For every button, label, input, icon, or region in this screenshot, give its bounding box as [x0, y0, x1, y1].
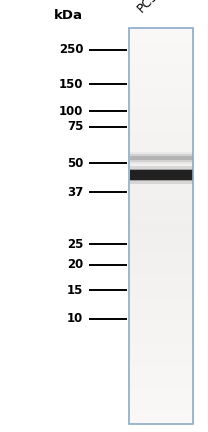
Text: 150: 150	[59, 78, 83, 91]
Bar	[130, 166, 193, 184]
Text: 100: 100	[59, 105, 83, 118]
Bar	[130, 152, 193, 164]
Text: kDa: kDa	[54, 9, 83, 22]
Text: 15: 15	[67, 284, 83, 297]
Bar	[129, 28, 193, 424]
Text: 37: 37	[67, 186, 83, 199]
Bar	[130, 154, 193, 162]
Bar	[130, 170, 193, 180]
Text: 20: 20	[67, 258, 83, 271]
Bar	[130, 169, 193, 181]
Text: 10: 10	[67, 312, 83, 325]
Bar	[130, 156, 193, 159]
Text: 75: 75	[67, 120, 83, 133]
Text: PC3: PC3	[134, 0, 161, 15]
Text: 50: 50	[67, 157, 83, 170]
Text: 25: 25	[67, 238, 83, 251]
Text: 250: 250	[59, 43, 83, 56]
